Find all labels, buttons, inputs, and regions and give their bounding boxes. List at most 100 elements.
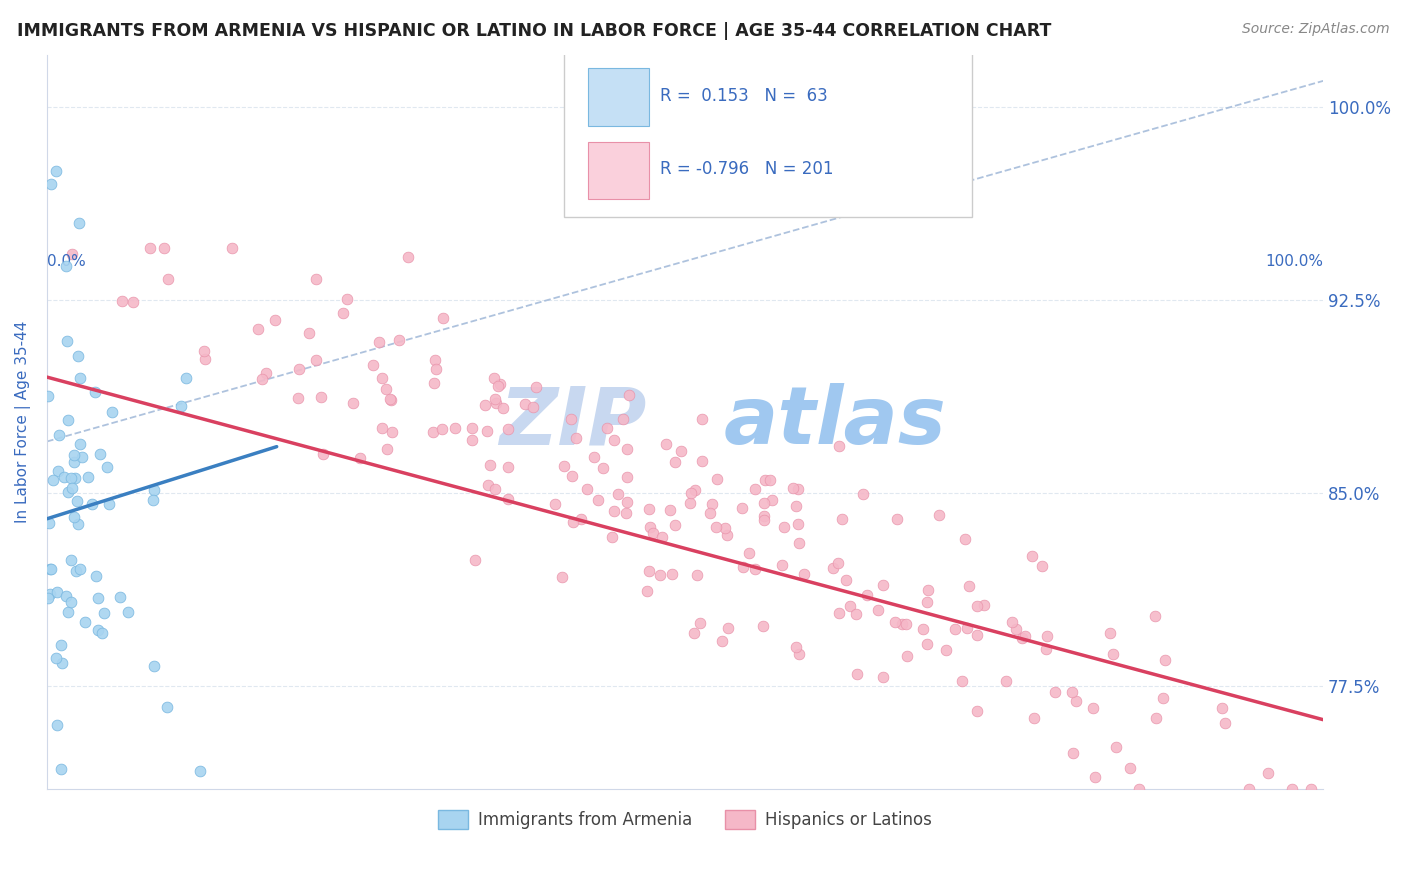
Point <box>950 673 973 688</box>
Point <box>872 670 894 684</box>
Point <box>515 397 537 411</box>
Point <box>607 486 630 500</box>
Point <box>1257 766 1279 780</box>
Point <box>59 595 82 609</box>
Point <box>759 473 782 487</box>
Point <box>956 621 979 635</box>
Point <box>1021 549 1043 563</box>
Point <box>917 582 939 597</box>
Point <box>174 371 197 385</box>
FancyBboxPatch shape <box>588 69 650 126</box>
Point <box>772 519 794 533</box>
Point <box>1119 762 1142 776</box>
Point <box>1062 747 1084 761</box>
Text: atlas: atlas <box>723 384 946 461</box>
Point <box>846 667 869 681</box>
Point <box>935 643 957 657</box>
Point <box>396 250 419 264</box>
Point <box>789 536 811 550</box>
Point <box>664 518 686 533</box>
Point <box>616 442 638 456</box>
Point <box>928 508 950 523</box>
Point <box>655 437 678 451</box>
Point <box>679 496 702 510</box>
Point <box>380 392 402 407</box>
Point <box>616 495 638 509</box>
Point <box>46 718 69 732</box>
Point <box>69 437 91 451</box>
Point <box>643 526 665 541</box>
Point <box>42 473 65 487</box>
Point <box>711 633 734 648</box>
Point <box>1211 701 1233 715</box>
Point <box>562 515 585 529</box>
Point <box>45 651 67 665</box>
Point <box>312 446 335 460</box>
Point <box>39 562 62 576</box>
Point <box>966 628 988 642</box>
Point <box>342 396 364 410</box>
Point <box>98 497 121 511</box>
Point <box>699 506 721 520</box>
Point <box>66 349 89 363</box>
Point <box>63 471 86 485</box>
Point <box>496 492 519 507</box>
Point <box>917 636 939 650</box>
Point <box>689 615 711 630</box>
Point <box>496 460 519 475</box>
Point <box>828 439 851 453</box>
Point <box>63 510 86 524</box>
Point <box>690 454 713 468</box>
Point <box>966 599 988 613</box>
Point <box>101 405 124 419</box>
Text: R =  0.153   N =  63: R = 0.153 N = 63 <box>659 87 827 104</box>
Point <box>138 241 160 255</box>
Point <box>1098 625 1121 640</box>
Point <box>600 530 623 544</box>
Point <box>522 401 544 415</box>
Point <box>188 764 211 779</box>
Point <box>1154 653 1177 667</box>
Point <box>1128 782 1150 797</box>
Point <box>1237 782 1260 797</box>
Point <box>683 483 706 498</box>
Point <box>619 388 641 402</box>
Point <box>838 599 860 614</box>
Y-axis label: In Labor Force | Age 35-44: In Labor Force | Age 35-44 <box>15 321 31 524</box>
Point <box>890 616 912 631</box>
Point <box>682 626 704 640</box>
Point <box>636 584 658 599</box>
Point <box>56 484 79 499</box>
Point <box>72 450 94 464</box>
Point <box>1031 558 1053 573</box>
Point <box>371 371 394 385</box>
Point <box>153 241 176 255</box>
Point <box>1014 629 1036 643</box>
Point <box>614 506 637 520</box>
Point <box>194 351 217 366</box>
Point <box>461 433 484 447</box>
Point <box>117 605 139 619</box>
Point <box>886 512 908 526</box>
Point <box>367 335 389 350</box>
Point <box>83 385 105 400</box>
Point <box>716 528 738 542</box>
Point <box>49 638 72 652</box>
Point <box>66 517 89 532</box>
Point <box>60 481 83 495</box>
Point <box>67 216 90 230</box>
Text: 0.0%: 0.0% <box>46 254 86 269</box>
Point <box>953 532 976 546</box>
Point <box>544 497 567 511</box>
Point <box>96 460 118 475</box>
Point <box>827 556 849 570</box>
Point <box>143 483 166 498</box>
Point <box>87 623 110 637</box>
Point <box>108 590 131 604</box>
Point <box>479 458 502 473</box>
Point <box>73 615 96 629</box>
Point <box>1011 631 1033 645</box>
Point <box>1043 685 1066 699</box>
Point <box>994 673 1017 688</box>
Point <box>122 294 145 309</box>
